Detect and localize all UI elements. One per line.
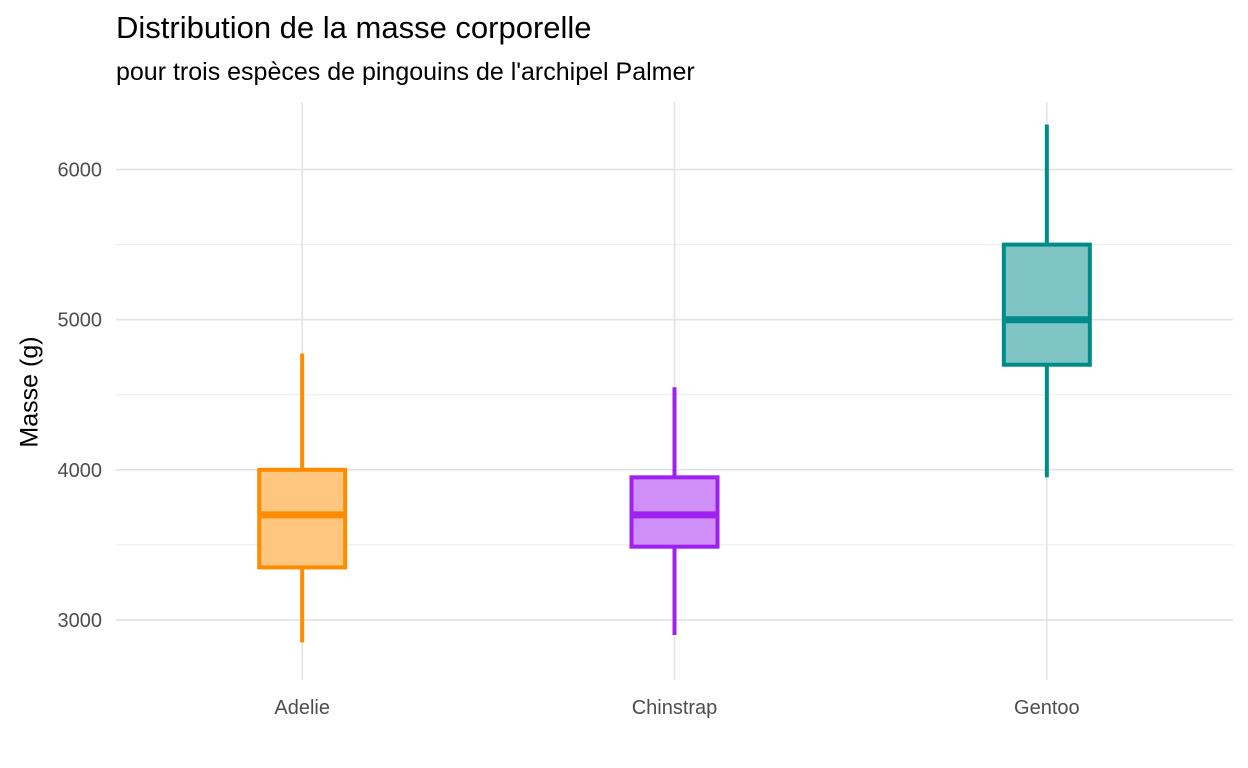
y-tick-label: 5000 (58, 310, 103, 332)
x-tick-label: Chinstrap (632, 697, 718, 719)
chart-subtitle: pour trois espèces de pingouins de l'arc… (116, 58, 695, 86)
box-iqr (1001, 242, 1092, 367)
chart-title: Distribution de la masse corporelle (116, 10, 592, 45)
box-chinstrap (629, 387, 720, 635)
boxes (257, 124, 1092, 643)
y-tick-label: 6000 (58, 160, 103, 182)
box-iqr (257, 467, 348, 570)
x-tick-label: Gentoo (1014, 697, 1080, 719)
y-tick-labels: 3000 4000 5000 6000 (58, 160, 103, 632)
x-tick-labels: Adelie Chinstrap Gentoo (274, 697, 1079, 719)
box-gentoo (1001, 124, 1092, 478)
box-adelie (257, 353, 348, 643)
x-tick-label: Adelie (274, 697, 330, 719)
y-tick-label: 4000 (58, 460, 103, 482)
y-tick-label: 3000 (58, 610, 103, 632)
